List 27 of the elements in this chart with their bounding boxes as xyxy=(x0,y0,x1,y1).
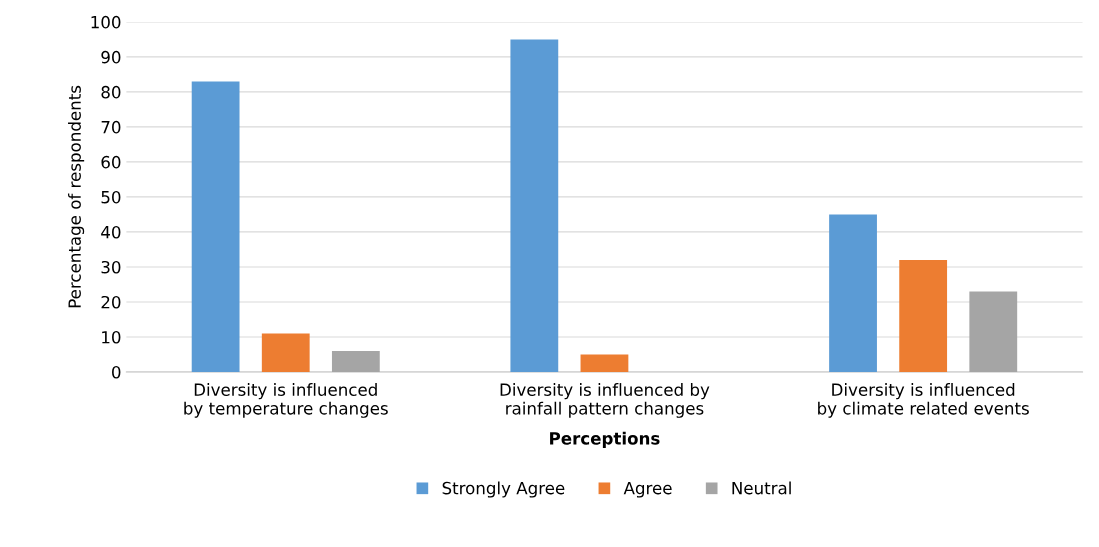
bar xyxy=(969,291,1018,372)
bar xyxy=(829,214,877,372)
y-tick-label: 40 xyxy=(101,225,121,239)
y-tick-label: 70 xyxy=(101,120,121,134)
x-axis-title: Perceptions xyxy=(550,431,660,448)
y-tick-label: 100 xyxy=(91,15,121,29)
bar xyxy=(191,81,240,372)
bar xyxy=(261,333,310,372)
x-tick-label: Diversity is influenced by rainfall pattern changes xyxy=(500,383,710,418)
y-tick-label: 30 xyxy=(101,260,121,274)
y-tick-label: 20 xyxy=(101,295,121,309)
legend-label: Strongly Agree xyxy=(442,481,565,498)
y-tick-label: 0 xyxy=(112,365,121,379)
y-tick-label: 50 xyxy=(101,190,121,204)
legend-label: Neutral xyxy=(732,481,791,495)
bar xyxy=(580,354,629,372)
y-tick-label: 60 xyxy=(101,155,121,169)
y-axis-title: Percentage of respondents xyxy=(68,85,85,308)
bar xyxy=(899,259,948,372)
legend-label: Agree xyxy=(623,481,672,498)
x-tick-label: Diversity is influenced by temperature changes xyxy=(184,383,388,418)
x-tick-label: Diversity is influenced by climate related events xyxy=(818,383,1029,418)
y-tick-label: 80 xyxy=(101,85,121,99)
bar xyxy=(510,39,559,372)
y-tick-label: 90 xyxy=(101,50,121,64)
bar xyxy=(331,350,380,372)
y-tick-label: 10 xyxy=(102,330,121,344)
